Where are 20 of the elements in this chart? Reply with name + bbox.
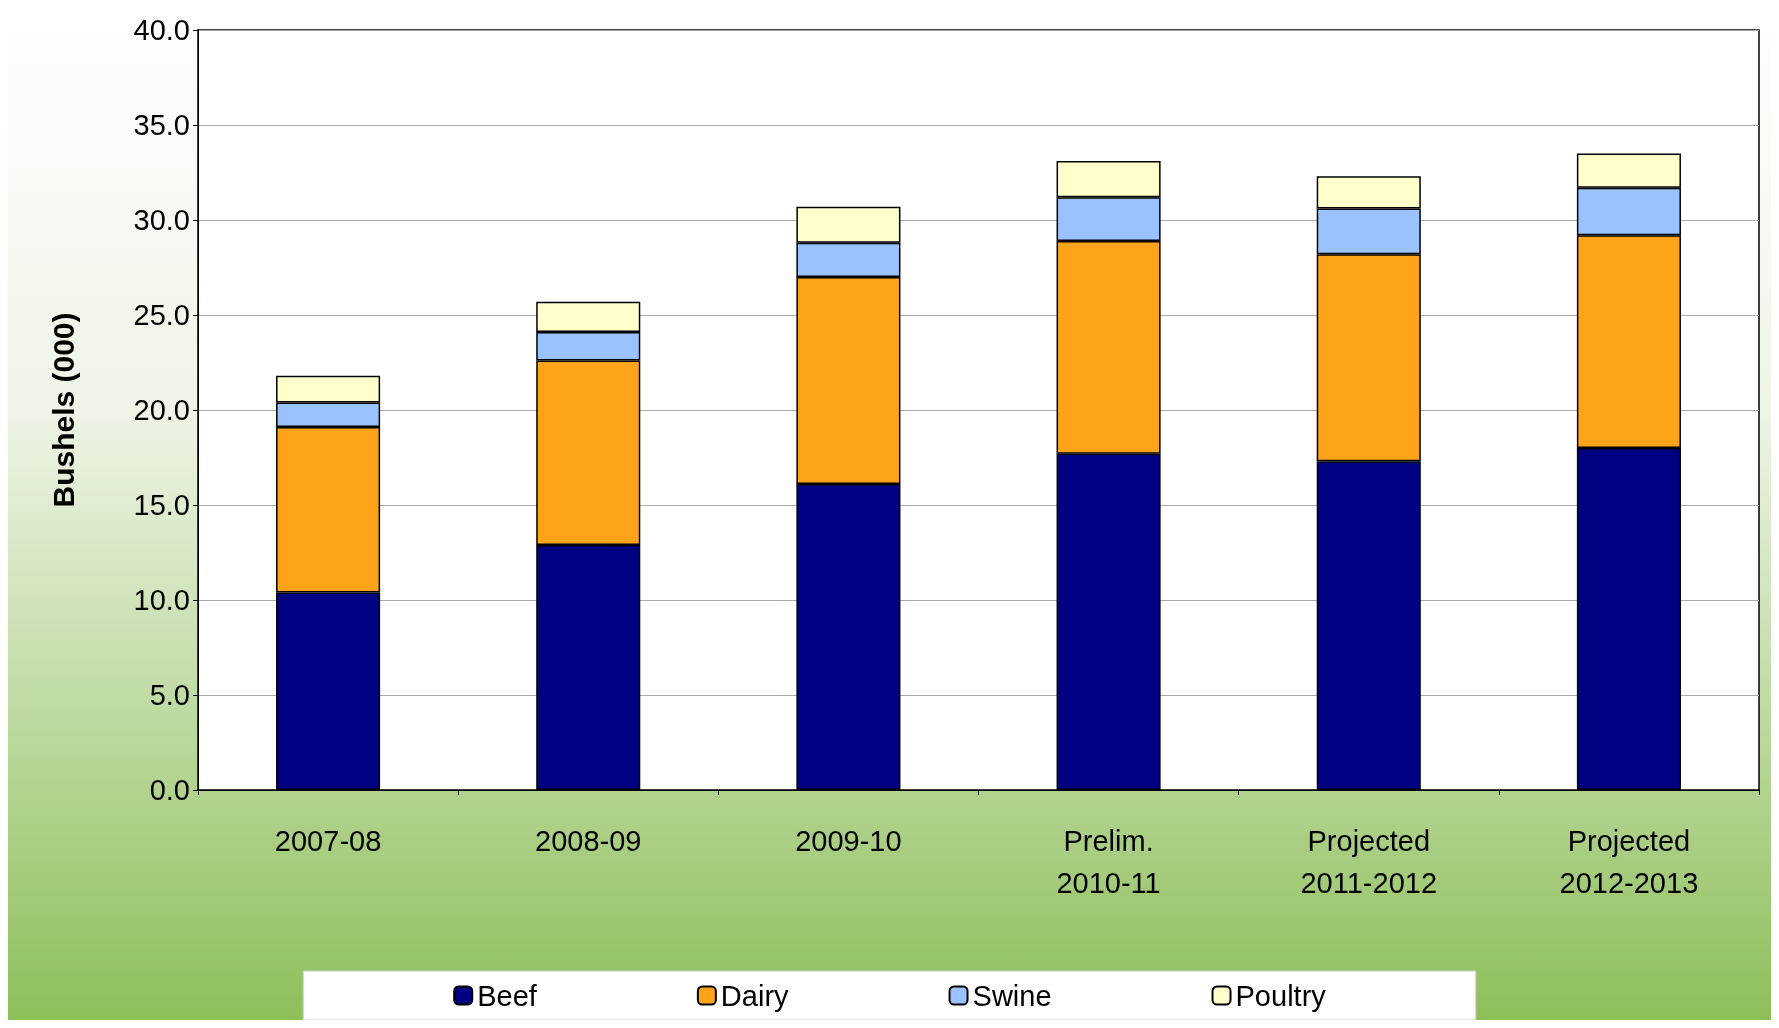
legend-label: Swine <box>972 979 1052 1012</box>
x-tick-label: Projected 2011-2012 <box>1300 825 1438 899</box>
y-tick-label: 5.0 <box>149 679 190 711</box>
y-tick-label: 40.0 <box>133 14 190 46</box>
x-tick-label: 2008-09 <box>535 825 642 857</box>
legend-label: Beef <box>477 979 538 1012</box>
y-axis-title: Bushels (000) <box>46 312 80 508</box>
x-tick-label: 2007-08 <box>274 825 382 857</box>
legend-label: Poultry <box>1235 979 1327 1012</box>
x-tick-label: 2009-10 <box>795 825 902 857</box>
y-tick-label: 30.0 <box>133 204 190 236</box>
y-tick-label: 25.0 <box>133 299 190 331</box>
y-tick-label: 0.0 <box>149 774 190 806</box>
y-tick-label: 35.0 <box>133 109 190 141</box>
x-tick-label: Projected 2012-2013 <box>1559 825 1699 899</box>
x-tick-label: Prelim. 2010-11 <box>1056 825 1161 899</box>
y-tick-label: 20.0 <box>133 394 190 426</box>
legend-label: Dairy <box>720 979 790 1012</box>
y-tick-label: 10.0 <box>133 584 190 616</box>
y-tick-label: 15.0 <box>133 489 190 521</box>
